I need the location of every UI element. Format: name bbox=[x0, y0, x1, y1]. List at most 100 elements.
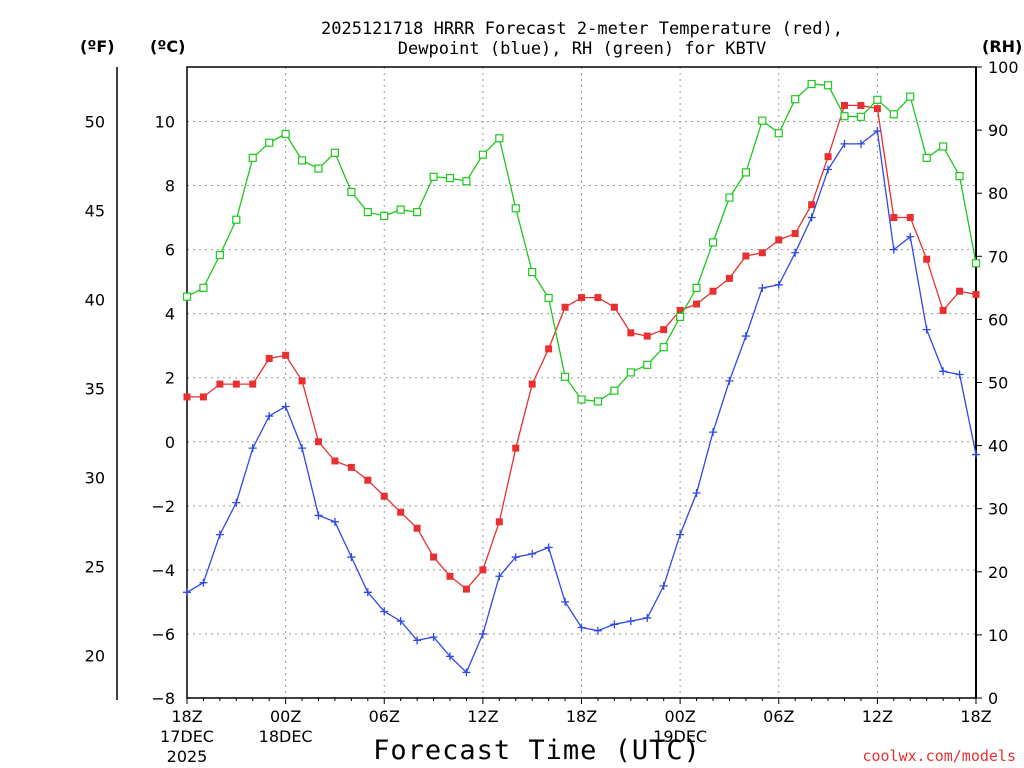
rh-point bbox=[791, 95, 800, 104]
dewpoint-point bbox=[347, 553, 356, 562]
dewpoint-point bbox=[561, 597, 570, 606]
dewpoint-point bbox=[906, 232, 915, 241]
series bbox=[182, 79, 981, 677]
credit-text: coolwx.com/models bbox=[862, 747, 1016, 765]
temperature-point bbox=[216, 380, 224, 388]
rh-point bbox=[462, 177, 471, 186]
celsius-tick-label: 6 bbox=[165, 241, 175, 260]
x-tick-label: 18Z bbox=[566, 707, 597, 726]
fahrenheit-unit-label: (ºF) bbox=[80, 37, 115, 56]
temperature-point bbox=[610, 303, 618, 311]
temperature-point bbox=[397, 508, 405, 516]
rh-tick-label: 40 bbox=[988, 437, 1008, 456]
temperature-point bbox=[906, 214, 914, 222]
dewpoint-point bbox=[593, 626, 602, 635]
axes bbox=[116, 66, 982, 704]
rh-tick-label: 30 bbox=[988, 500, 1008, 519]
dewpoint-point bbox=[922, 325, 931, 334]
temperature-point bbox=[331, 457, 339, 465]
x-tick-label: 00Z bbox=[270, 707, 301, 726]
rh-point bbox=[725, 193, 734, 202]
temperature-point bbox=[676, 306, 684, 314]
temperature-point bbox=[857, 101, 865, 109]
temperature-point bbox=[791, 230, 799, 238]
series-dewpoint bbox=[183, 127, 980, 677]
rh-tick-label: 0 bbox=[988, 689, 998, 708]
dewpoint-point bbox=[413, 636, 422, 645]
dewpoint-point bbox=[577, 623, 586, 632]
dewpoint-point bbox=[774, 280, 783, 289]
fahrenheit-tick-label: 45 bbox=[85, 201, 105, 220]
dewpoint-point bbox=[791, 248, 800, 257]
temperature-point bbox=[956, 287, 964, 295]
dewpoint-point bbox=[446, 652, 454, 661]
celsius-tick-label: −8 bbox=[151, 689, 175, 708]
celsius-tick-label: 2 bbox=[165, 369, 175, 388]
dewpoint-point bbox=[265, 412, 274, 421]
chart-title-line2: Dewpoint (blue), RH (green) for KBTV bbox=[398, 39, 766, 59]
dewpoint-point bbox=[725, 376, 734, 385]
dewpoint-point bbox=[610, 620, 619, 629]
rh-point bbox=[643, 360, 652, 369]
fahrenheit-tick-label: 30 bbox=[85, 468, 105, 487]
temperature-point bbox=[775, 236, 783, 244]
dewpoint-point bbox=[511, 553, 520, 562]
x-tick-year: 2025 bbox=[167, 747, 208, 766]
series-temperature bbox=[183, 101, 980, 593]
rh-point bbox=[971, 259, 981, 268]
rh-point bbox=[873, 95, 882, 104]
rh-point bbox=[232, 215, 241, 224]
rh-point bbox=[396, 205, 405, 214]
rh-point bbox=[248, 153, 257, 162]
x-tick-label: 18Z bbox=[960, 707, 991, 726]
dewpoint-point bbox=[330, 517, 339, 526]
dewpoint-point bbox=[626, 617, 635, 626]
rh-point bbox=[429, 172, 438, 181]
temperature-point bbox=[347, 463, 355, 471]
x-tick-label: 06Z bbox=[369, 707, 400, 726]
temperature-point bbox=[742, 252, 750, 260]
rh-point bbox=[380, 211, 389, 221]
dewpoint-point bbox=[873, 127, 882, 136]
rh-point bbox=[692, 283, 701, 292]
temperature-point bbox=[594, 294, 602, 302]
rh-point bbox=[511, 204, 520, 213]
temperature-point bbox=[873, 105, 881, 113]
dewpoint-point bbox=[544, 543, 553, 552]
temperature-point bbox=[413, 524, 421, 532]
dewpoint-point bbox=[972, 450, 980, 459]
dewpoint-point bbox=[939, 367, 948, 376]
temperature-point bbox=[890, 214, 898, 222]
temperature-point bbox=[380, 492, 388, 500]
dewpoint-point bbox=[183, 588, 191, 597]
dewpoint-point bbox=[215, 530, 224, 539]
rh-point bbox=[330, 148, 340, 157]
dewpoint-point bbox=[232, 498, 241, 507]
rh-point bbox=[281, 129, 290, 138]
fahrenheit-tick-label: 25 bbox=[85, 557, 105, 576]
rh-point bbox=[544, 293, 553, 303]
dewpoint-point bbox=[462, 668, 471, 677]
rh-unit-label: (RH) bbox=[982, 37, 1022, 56]
rh-point bbox=[495, 134, 504, 143]
dewpoint-point bbox=[643, 613, 652, 622]
rh-point bbox=[922, 153, 931, 162]
series-rh bbox=[182, 79, 981, 406]
temperature-point bbox=[972, 290, 980, 298]
temperature-point bbox=[758, 249, 766, 257]
fahrenheit-tick-label: 40 bbox=[85, 290, 105, 309]
x-tick-date: 17DEC bbox=[160, 727, 214, 746]
temperature-point bbox=[561, 303, 569, 311]
x-axis-title: Forecast Time (UTC) bbox=[373, 735, 701, 766]
dewpoint-point bbox=[856, 139, 865, 148]
rh-point bbox=[823, 81, 833, 90]
celsius-unit-label: (ºC) bbox=[150, 37, 185, 56]
x-tick-label: 12Z bbox=[467, 707, 498, 726]
temperature-point bbox=[627, 329, 635, 337]
dewpoint-point bbox=[807, 213, 816, 222]
rh-tick-label: 50 bbox=[988, 374, 1008, 393]
temperature-point bbox=[315, 438, 322, 446]
rh-point bbox=[610, 386, 619, 395]
